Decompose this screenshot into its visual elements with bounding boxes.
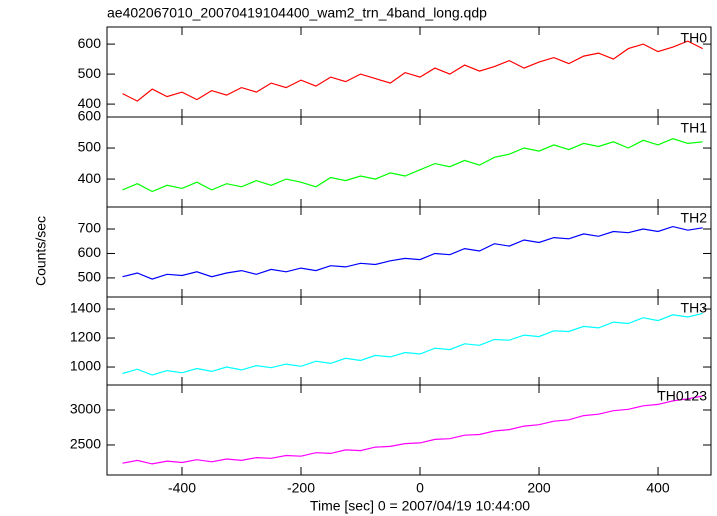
y-axis-label: Counts/sec bbox=[33, 216, 49, 286]
y-tick-label: 400 bbox=[78, 95, 102, 111]
series-label: TH0123 bbox=[657, 388, 707, 404]
x-tick-label: 0 bbox=[416, 480, 424, 496]
x-tick-label: 200 bbox=[527, 480, 551, 496]
y-tick-label: 500 bbox=[78, 269, 102, 285]
y-tick-label: 600 bbox=[78, 35, 102, 51]
y-tick-label: 700 bbox=[78, 220, 102, 236]
chart-title: ae402067010_20070419104400_wam2_trn_4ban… bbox=[107, 5, 487, 21]
y-tick-label: 600 bbox=[78, 108, 102, 124]
y-tick-label: 3000 bbox=[70, 401, 101, 417]
y-tick-label: 1200 bbox=[70, 329, 101, 345]
x-axis-label: Time [sec] 0 = 2007/04/19 10:44:00 bbox=[310, 498, 530, 514]
panel-frame bbox=[106, 296, 712, 386]
x-tick-label: -400 bbox=[168, 480, 196, 496]
data-line bbox=[122, 40, 703, 102]
y-tick-label: 500 bbox=[78, 65, 102, 81]
y-tick-label: 600 bbox=[78, 244, 102, 260]
y-tick-label: 1400 bbox=[70, 300, 101, 316]
series-label: TH3 bbox=[681, 300, 708, 316]
series-label: TH2 bbox=[681, 210, 708, 226]
y-tick-label: 400 bbox=[78, 170, 102, 186]
y-tick-label: 1000 bbox=[70, 358, 101, 374]
panel-frame bbox=[106, 206, 712, 298]
data-line bbox=[122, 395, 703, 465]
y-tick-label: 2500 bbox=[70, 436, 101, 452]
panel-frame bbox=[106, 26, 712, 118]
data-line bbox=[122, 312, 703, 376]
series-label: TH1 bbox=[681, 120, 708, 136]
series-label: TH0 bbox=[681, 30, 708, 46]
x-tick-label: -200 bbox=[287, 480, 315, 496]
y-tick-label: 500 bbox=[78, 139, 102, 155]
x-tick-label: 400 bbox=[646, 480, 670, 496]
panel-frame bbox=[106, 116, 712, 208]
data-line bbox=[122, 225, 703, 280]
panel-frame bbox=[106, 384, 712, 476]
data-line bbox=[122, 138, 703, 193]
